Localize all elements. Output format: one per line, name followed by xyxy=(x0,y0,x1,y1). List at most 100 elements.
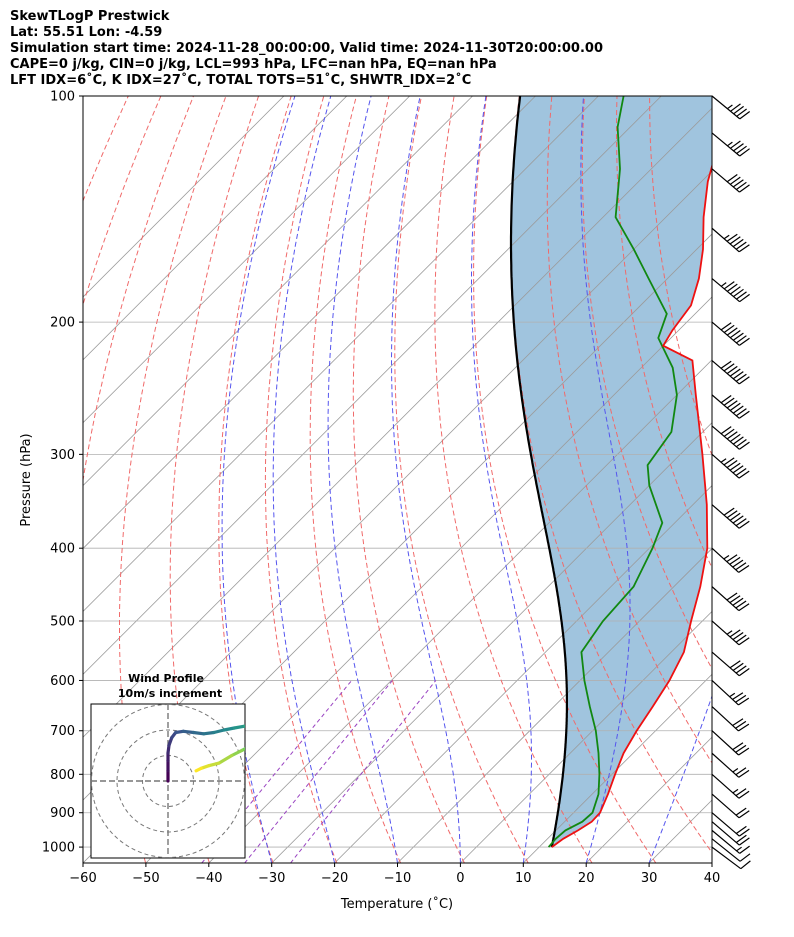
isotherm-layer xyxy=(83,96,712,863)
wind-barb-flag xyxy=(726,400,738,409)
wind-barb xyxy=(711,821,750,846)
wind-barb-flag xyxy=(729,433,741,442)
isotherm-line xyxy=(83,96,599,612)
wind-barb-flag xyxy=(733,105,744,115)
wind-barb-flag xyxy=(739,293,750,303)
wind-barb-flag xyxy=(738,470,750,479)
wind-barb xyxy=(711,586,750,612)
wind-barb-flag xyxy=(739,184,750,193)
y-tick-label: 600 xyxy=(50,674,75,689)
wind-barb-flag xyxy=(723,363,735,372)
wind-barb xyxy=(711,730,750,756)
wind-barb-flag xyxy=(732,436,744,445)
wind-barb-flag xyxy=(729,330,741,339)
isotherm-line xyxy=(271,422,712,863)
wind-barb-flag xyxy=(735,562,747,571)
wind-barb-staff xyxy=(711,360,740,385)
wind-barb-flag xyxy=(738,668,750,677)
wind-barb-flag xyxy=(735,373,747,382)
index-line: LFT IDX=6˚C, K IDX=27˚C, TOTAL TOTS=51˚C… xyxy=(10,73,472,88)
isotherm-line xyxy=(83,96,348,361)
x-tick-label: 10 xyxy=(515,871,532,886)
wind-barb-flag xyxy=(732,465,744,474)
wind-barb xyxy=(711,504,750,529)
wind-barb-staff xyxy=(711,846,742,870)
wind-barb-flag xyxy=(732,371,744,380)
wind-barb-flag xyxy=(736,335,747,344)
isotherm-line xyxy=(83,96,473,487)
x-axis-label: Temperature (˚C) xyxy=(340,896,453,912)
wind-barb-flag xyxy=(736,439,747,448)
wind-barb-flag xyxy=(726,554,738,563)
hodograph-segment xyxy=(240,747,245,753)
wind-barb xyxy=(711,132,750,157)
area-fill-layer xyxy=(511,96,712,848)
hodograph-segment xyxy=(232,724,245,730)
wind-barb-flag xyxy=(735,825,747,834)
time-line: Simulation start time: 2024-11-28_00:00:… xyxy=(10,41,603,56)
wind-barb-flag xyxy=(738,747,750,756)
wind-barb xyxy=(711,829,750,854)
wind-barb-staff xyxy=(711,680,739,706)
mixing-ratio-line xyxy=(290,680,437,863)
isotherm-line xyxy=(83,96,410,424)
wind-barb-staff xyxy=(711,620,740,646)
hodograph-segment xyxy=(260,728,265,741)
wind-barb-flag xyxy=(735,720,747,729)
x-tick-label: −40 xyxy=(195,871,222,886)
hodograph-segment xyxy=(217,753,234,765)
hodograph-segment xyxy=(252,725,257,728)
dry-adiabat-line xyxy=(218,96,292,863)
moist-adiabat-line xyxy=(221,96,296,863)
mixing-ratio-line xyxy=(244,680,393,863)
wind-barb-flag xyxy=(735,468,747,476)
wind-barb-flag xyxy=(739,441,750,450)
moist-adiabat-line xyxy=(648,694,712,863)
y-tick-label: 500 xyxy=(50,614,75,629)
wind-barb-flag xyxy=(738,837,750,846)
wind-barb-flag xyxy=(739,148,750,157)
wind-barb-staff xyxy=(711,132,741,157)
dry-adiabat-line xyxy=(352,96,465,863)
wind-barb-flag xyxy=(732,179,744,188)
wind-barb-flag xyxy=(723,457,735,466)
wind-barb xyxy=(711,360,750,385)
wind-barb-flag xyxy=(726,174,738,183)
wind-barb-flag xyxy=(735,600,747,609)
wind-barb xyxy=(711,706,750,732)
wind-barb-flag xyxy=(738,697,750,706)
wind-barb-flag xyxy=(729,368,741,377)
wind-barb-flag xyxy=(739,337,750,346)
wind-barb-flag xyxy=(726,327,738,336)
y-tick-label: 700 xyxy=(50,724,75,739)
wind-barb xyxy=(711,227,750,253)
hodograph-segment xyxy=(242,724,245,728)
wind-barb-staff xyxy=(711,425,740,450)
axis-layer: −60 −50 −40 −30 −20 −10 0 10 20 30 40 100 200 300 400 5… xyxy=(42,90,720,887)
x-tick-label: −10 xyxy=(384,871,411,886)
wind-barb-flag xyxy=(730,103,741,112)
wind-barb-half-flag xyxy=(736,846,742,852)
y-tick-label: 200 xyxy=(50,316,75,331)
wind-barb-flag xyxy=(732,662,744,671)
wind-barb-flag xyxy=(729,462,741,471)
hodograph-segment xyxy=(222,726,236,732)
dry-adiabat-line xyxy=(581,96,712,670)
isotherm-line xyxy=(208,359,712,863)
wind-barb-flag xyxy=(735,788,747,797)
x-tick-label: −20 xyxy=(321,871,348,886)
wind-barb-flag xyxy=(726,365,738,374)
x-tick-label: −60 xyxy=(69,871,96,886)
wind-barb-flag xyxy=(738,410,750,419)
wind-barb-staff xyxy=(711,394,740,419)
wind-barb-half-flag xyxy=(727,141,733,147)
wind-barb-flag xyxy=(732,692,744,700)
hodograph-segment xyxy=(252,740,260,745)
wind-barb-flag xyxy=(732,597,744,606)
wind-barb-half-flag xyxy=(720,458,727,463)
dry-adiabat-line xyxy=(616,96,712,569)
y-axis-label: Pressure (hPa) xyxy=(19,433,34,526)
wind-barb-flag xyxy=(735,834,747,843)
wind-barb-staff xyxy=(711,773,740,799)
wind-barb-flag xyxy=(738,520,750,529)
